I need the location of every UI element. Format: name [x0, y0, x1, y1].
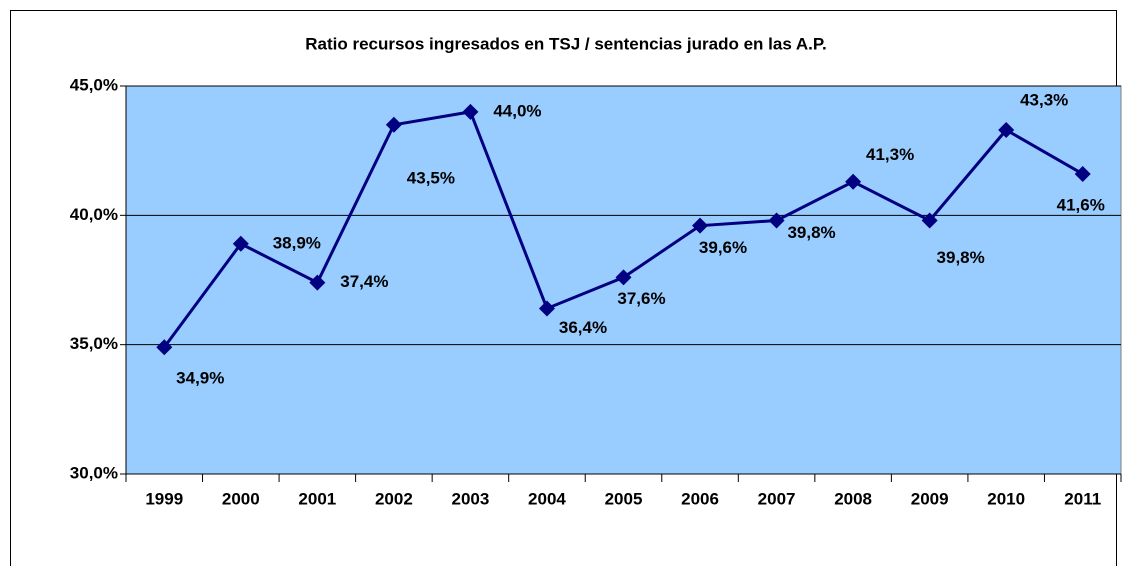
x-tick-label: 2006: [681, 489, 719, 508]
data-label: 44,0%: [493, 101, 541, 120]
data-point: [692, 217, 709, 234]
data-point: [998, 121, 1015, 138]
data-label: 37,4%: [340, 272, 388, 291]
x-tick-label: 2010: [987, 489, 1025, 508]
data-point: [845, 173, 862, 190]
x-tick-label: 2000: [222, 489, 260, 508]
data-label: 41,3%: [866, 145, 914, 164]
data-point: [921, 212, 938, 229]
data-label: 36,4%: [559, 318, 607, 337]
data-label: 39,6%: [699, 238, 747, 257]
x-tick-label: 2003: [452, 489, 490, 508]
data-point: [309, 274, 326, 291]
data-label: 34,9%: [176, 369, 224, 388]
x-tick-label: 2004: [528, 489, 566, 508]
data-label: 39,8%: [787, 223, 835, 242]
data-label: 43,3%: [1020, 90, 1068, 109]
data-label: 41,6%: [1057, 195, 1105, 214]
data-point: [538, 300, 555, 317]
data-point: [156, 339, 173, 356]
data-point: [1074, 165, 1091, 182]
chart-title: Ratio recursos ingresados en TSJ / sente…: [305, 34, 827, 53]
x-tick-label: 2009: [911, 489, 949, 508]
data-point: [232, 235, 249, 252]
data-label: 37,6%: [617, 289, 665, 308]
x-tick-label: 2005: [605, 489, 643, 508]
data-point: [462, 103, 479, 120]
x-tick-label: 2007: [758, 489, 796, 508]
x-tick-label: 1999: [145, 489, 183, 508]
x-tick-label: 2002: [375, 489, 413, 508]
y-tick-label: 30,0%: [70, 463, 118, 482]
data-point: [385, 116, 402, 133]
data-label: 43,5%: [407, 168, 455, 187]
data-label: 39,8%: [937, 248, 985, 267]
x-tick-label: 2001: [298, 489, 336, 508]
data-label: 38,9%: [273, 233, 321, 252]
y-tick-label: 45,0%: [70, 75, 118, 94]
y-tick-label: 35,0%: [70, 334, 118, 353]
x-tick-label: 2008: [834, 489, 872, 508]
x-tick-label: 2011: [1064, 489, 1101, 508]
data-point: [615, 269, 632, 286]
data-point: [768, 212, 785, 229]
y-tick-label: 40,0%: [70, 205, 118, 224]
